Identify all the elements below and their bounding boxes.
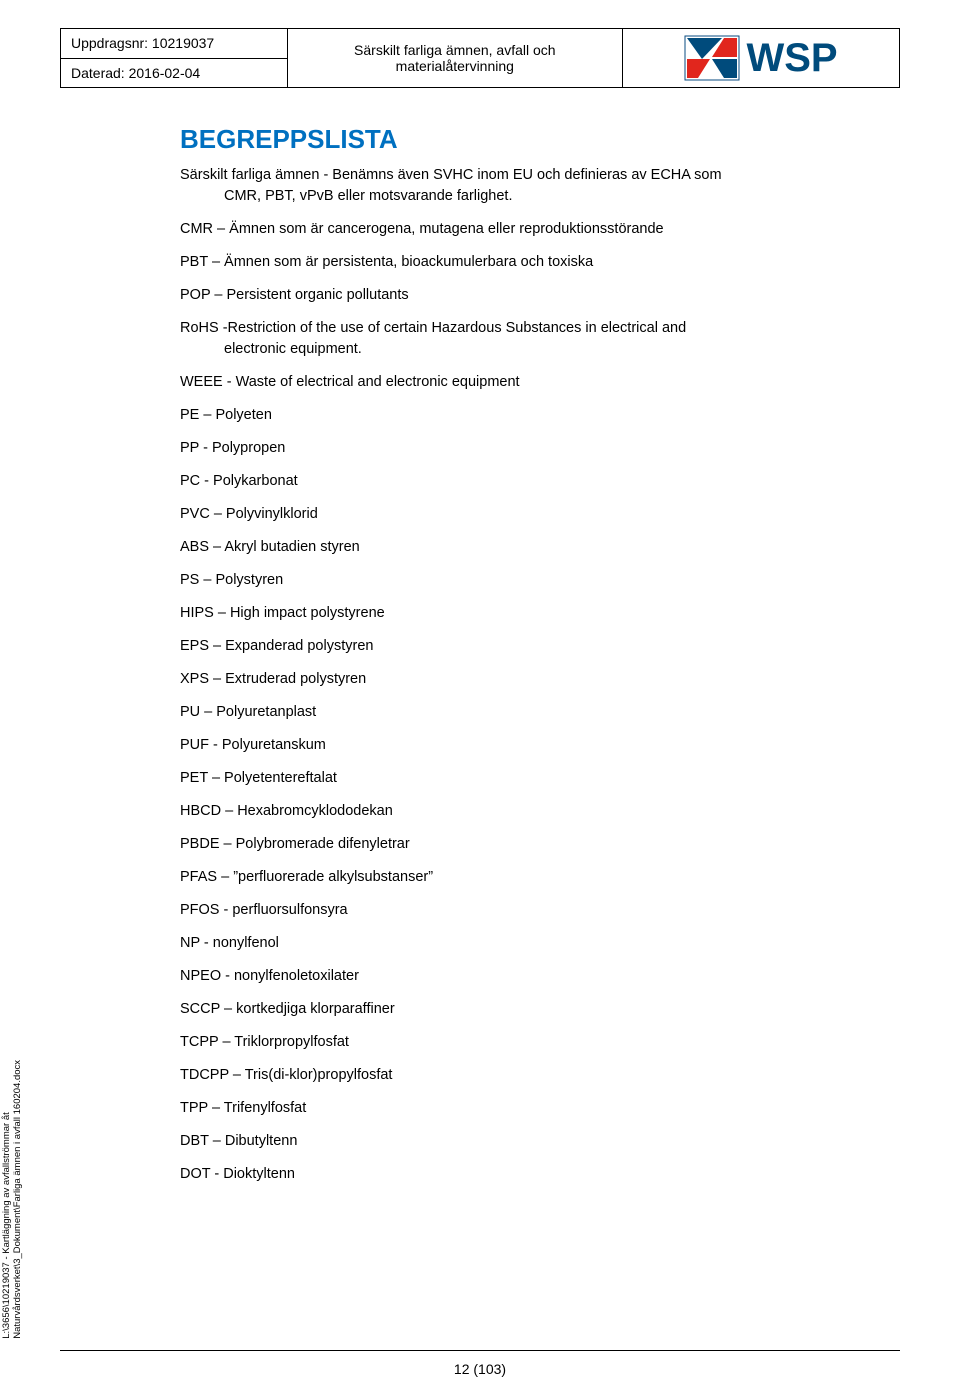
abbreviation-item: NPEO - nonylfenoletoxilater: [180, 966, 880, 987]
definition-main: WEEE - Waste of electrical and electroni…: [180, 372, 880, 393]
header-uppdrag: Uppdragsnr: 10219037: [61, 29, 288, 59]
wsp-logo-mark: [684, 35, 740, 81]
abbreviation-item: ABS – Akryl butadien styren: [180, 537, 880, 558]
abbreviation-item: TCPP – Triklorpropylfosfat: [180, 1032, 880, 1053]
abbreviation-item: SCCP – kortkedjiga klorparaffiner: [180, 999, 880, 1020]
definition-item: POP – Persistent organic pollutants: [180, 285, 880, 306]
file-path-vertical: L:\3656\10219037 - Kartläggning av avfal…: [1, 1060, 24, 1339]
abbreviation-item: PE – Polyeten: [180, 405, 880, 426]
abbreviation-item: PET – Polyetentereftalat: [180, 768, 880, 789]
abbreviation-item: PP - Polypropen: [180, 438, 880, 459]
definition-main: RoHS -Restriction of the use of certain …: [180, 318, 880, 339]
abbreviation-item: PFAS – ”perfluorerade alkylsubstanser”: [180, 867, 880, 888]
abbreviation-item: HBCD – Hexabromcyklododekan: [180, 801, 880, 822]
abbreviation-item: XPS – Extruderad polystyren: [180, 669, 880, 690]
footer-divider: [60, 1350, 900, 1351]
wsp-logo-text: WSP: [746, 38, 837, 78]
abbreviation-item: PBDE – Polybromerade difenyletrar: [180, 834, 880, 855]
definition-item: RoHS -Restriction of the use of certain …: [180, 318, 880, 360]
file-path-line1: L:\3656\10219037 - Kartläggning av avfal…: [1, 1060, 12, 1339]
header-daterad: Daterad: 2016-02-04: [61, 58, 288, 88]
page-number: 12 (103): [0, 1361, 960, 1377]
intro-line-2: CMR, PBT, vPvB eller motsvarande farligh…: [180, 186, 880, 207]
abbreviation-item: HIPS – High impact polystyrene: [180, 603, 880, 624]
definition-main: CMR – Ämnen som är cancerogena, mutagena…: [180, 219, 880, 240]
definition-main: PBT – Ämnen som är persistenta, bioackum…: [180, 252, 880, 273]
intro-line-1: Särskilt farliga ämnen - Benämns även SV…: [180, 165, 880, 186]
header-logo-cell: WSP: [623, 29, 900, 88]
definition-main: POP – Persistent organic pollutants: [180, 285, 880, 306]
document-body: BEGREPPSLISTA Särskilt farliga ämnen - B…: [60, 124, 900, 1186]
file-path-line2: Naturvårdsverket\3_Dokument\Farliga ämne…: [13, 1060, 24, 1339]
abbreviation-item: PVC – Polyvinylklorid: [180, 504, 880, 525]
document-header: Uppdragsnr: 10219037 Särskilt farliga äm…: [60, 28, 900, 88]
abbreviation-item: TPP – Trifenylfosfat: [180, 1098, 880, 1119]
definition-item: WEEE - Waste of electrical and electroni…: [180, 372, 880, 393]
abbreviation-item: EPS – Expanderad polystyren: [180, 636, 880, 657]
abbreviation-item: PS – Polystyren: [180, 570, 880, 591]
abbreviation-item: PC - Polykarbonat: [180, 471, 880, 492]
header-center-line2: materialåtervinning: [298, 58, 613, 74]
section-title: BEGREPPSLISTA: [180, 124, 880, 155]
wsp-logo: WSP: [631, 35, 891, 81]
abbreviation-item: TDCPP – Tris(di-klor)propylfosfat: [180, 1065, 880, 1086]
definition-item: PBT – Ämnen som är persistenta, bioackum…: [180, 252, 880, 273]
abbreviation-item: DOT - Dioktyltenn: [180, 1164, 880, 1185]
header-center-line1: Särskilt farliga ämnen, avfall och: [298, 42, 613, 58]
abbreviation-item: DBT – Dibutyltenn: [180, 1131, 880, 1152]
abbreviation-item: NP - nonylfenol: [180, 933, 880, 954]
definition-continuation: electronic equipment.: [180, 339, 880, 360]
abbreviation-item: PFOS - perfluorsulfonsyra: [180, 900, 880, 921]
definition-item: CMR – Ämnen som är cancerogena, mutagena…: [180, 219, 880, 240]
abbreviation-item: PUF - Polyuretanskum: [180, 735, 880, 756]
abbreviation-item: PU – Polyuretanplast: [180, 702, 880, 723]
header-title-cell: Särskilt farliga ämnen, avfall och mater…: [287, 29, 623, 88]
